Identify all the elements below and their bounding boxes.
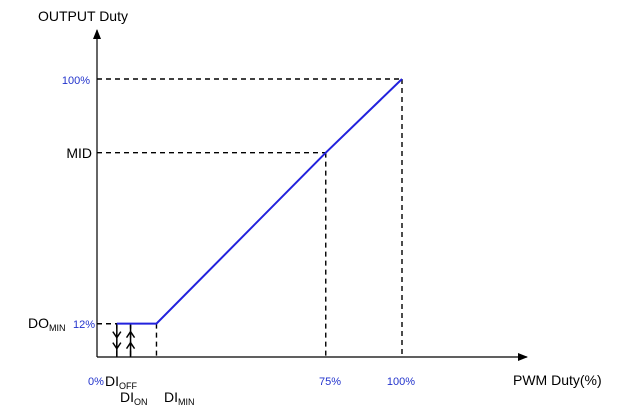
y-tick-label-12: 12% <box>73 319 95 331</box>
arrow-up-1 <box>125 324 136 357</box>
y-tick-label-100: 100% <box>62 75 90 87</box>
threshold-arrows <box>112 324 136 357</box>
y-tick-label-mid: MID <box>66 145 92 161</box>
di-off-label: DIOFF <box>105 373 137 391</box>
arrow-down-0 <box>112 324 122 357</box>
di-min-label: DIMIN <box>164 389 195 407</box>
x-tick-label-100: 100% <box>387 376 415 388</box>
do-min-label: DOMIN <box>28 315 66 333</box>
di-on-label: DION <box>120 389 148 407</box>
x-axis-title: PWM Duty(%) <box>513 372 602 388</box>
y-axis-title: OUTPUT Duty <box>38 8 128 24</box>
duty-curve <box>116 78 403 325</box>
x-tick-label-0: 0% <box>88 376 104 388</box>
guide-lines <box>97 78 403 357</box>
x-tick-label-75: 75% <box>319 376 341 388</box>
